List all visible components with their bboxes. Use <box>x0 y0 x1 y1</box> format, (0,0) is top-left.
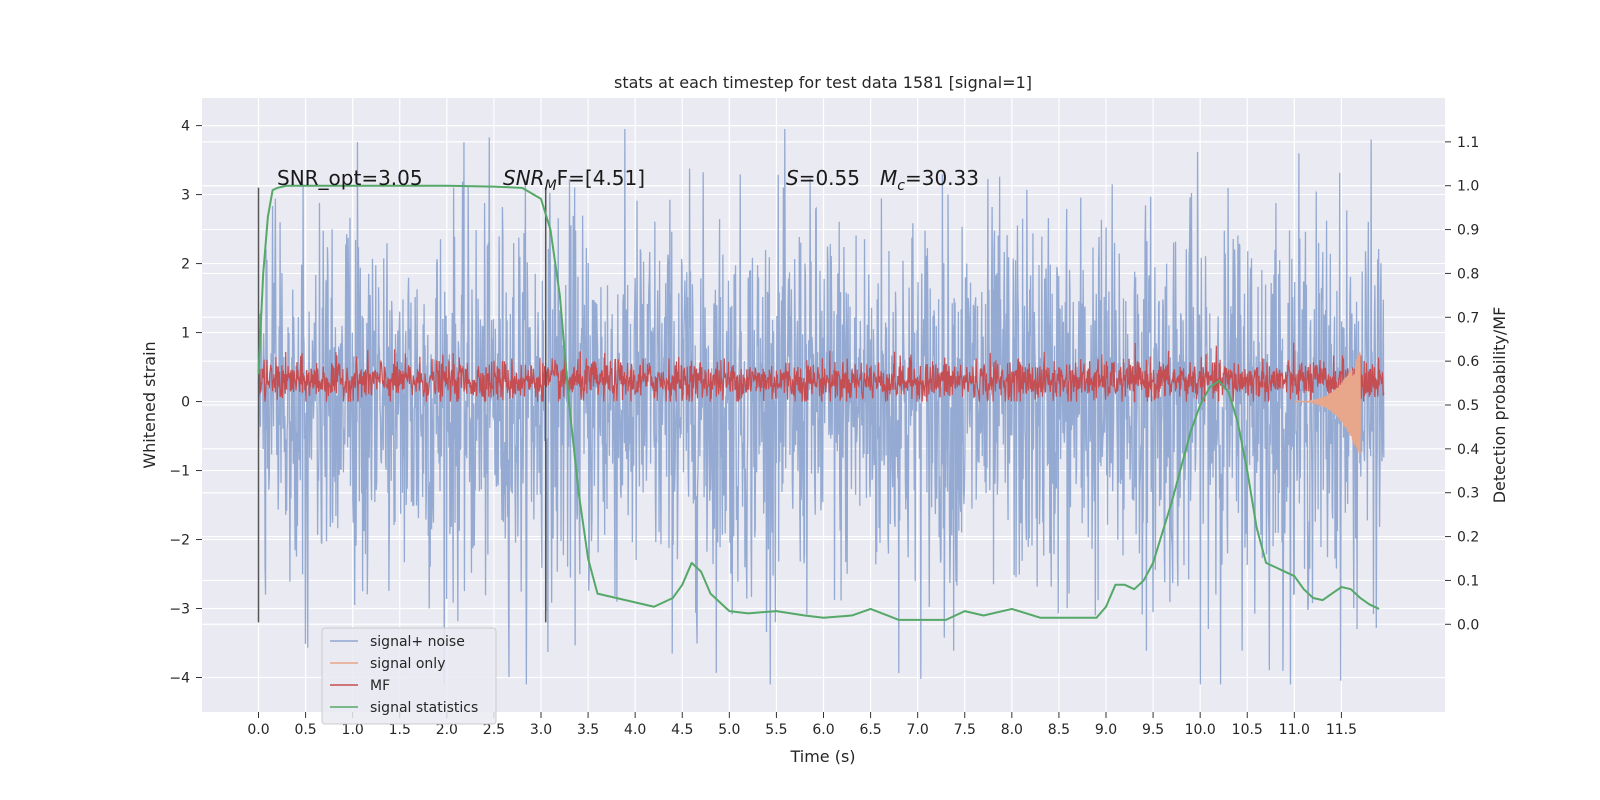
annotation-snr-mf-suffix: F=[4.51] <box>557 166 645 190</box>
y-left-axis-ticks: −4 −3 −2 −1 0 1 2 3 4 <box>169 119 202 687</box>
series-signal-statistics <box>257 184 1380 621</box>
yr-tick-label-11: 1.1 <box>1457 135 1479 151</box>
annotation-mc-prefix: M <box>880 166 897 190</box>
legend-label-signal-only: signal only <box>370 656 445 672</box>
x-tick-label-18: 9.0 <box>1095 722 1117 738</box>
x-tick-label-0: 0.0 <box>247 722 269 738</box>
x-tick-label-8: 4.0 <box>624 722 646 738</box>
legend-label-mf: MF <box>370 678 390 694</box>
x-tick-label-15: 7.5 <box>954 722 976 738</box>
series-signal-only <box>1294 352 1361 454</box>
x-tick-label-14: 7.0 <box>907 722 929 738</box>
x-tick-label-3: 1.5 <box>389 722 411 738</box>
yl-tick-label-6: 2 <box>181 257 190 273</box>
series-signal-noise <box>257 129 1385 685</box>
x-tick-label-7: 3.5 <box>577 722 599 738</box>
yl-tick-label-2: −2 <box>169 533 190 549</box>
annotation-s-value: =0.55 <box>799 166 860 190</box>
annotation-mc-sub: c <box>897 178 905 194</box>
annotation-mc: Mc=30.33 <box>880 166 979 194</box>
annotation-s-prefix: S <box>786 166 799 190</box>
x-tick-label-21: 10.5 <box>1232 722 1263 738</box>
x-tick-label-20: 10.0 <box>1185 722 1216 738</box>
series-mf <box>257 342 1385 403</box>
legend-box <box>321 627 497 725</box>
chart-title: stats at each timestep for test data 158… <box>614 73 1032 92</box>
x-tick-label-12: 6.0 <box>812 722 834 738</box>
vertical-markers <box>257 187 547 623</box>
yr-tick-label-9: 0.9 <box>1457 223 1479 239</box>
annotation-snr-opt: SNR_opt=3.05 <box>277 166 423 190</box>
yr-tick-label-8: 0.8 <box>1457 266 1479 282</box>
x-tick-label-22: 11.0 <box>1279 722 1310 738</box>
line-signal-noise <box>257 129 1385 685</box>
annotation-snr-mf: SNRMF=[4.51] <box>503 166 645 194</box>
y-right-axis-label: Detection probability/MF <box>1490 307 1509 504</box>
yl-tick-label-7: 3 <box>181 188 190 204</box>
yr-tick-label-5: 0.5 <box>1457 398 1479 414</box>
yl-tick-label-8: 4 <box>181 119 190 135</box>
yr-tick-label-4: 0.4 <box>1457 442 1479 458</box>
x-tick-label-5: 2.5 <box>483 722 505 738</box>
x-tick-label-9: 4.5 <box>671 722 693 738</box>
x-tick-label-4: 2.0 <box>436 722 458 738</box>
yr-tick-label-1: 0.1 <box>1457 573 1479 589</box>
line-mf <box>257 342 1385 403</box>
x-axis-ticks: 0.0 0.5 1.0 1.5 2.0 2.5 3.0 3.5 4.0 4.5 5.0 5.5 6.0 6… <box>247 712 1357 738</box>
x-tick-label-17: 8.5 <box>1048 722 1070 738</box>
annotation-s: S=0.55 <box>786 166 860 190</box>
yl-tick-label-4: 0 <box>181 395 190 411</box>
x-tick-label-1: 0.5 <box>294 722 316 738</box>
line-signal-only <box>1294 352 1361 454</box>
legend-label-signal-statistics: signal statistics <box>370 700 478 716</box>
x-tick-label-6: 3.0 <box>530 722 552 738</box>
yr-tick-label-3: 0.3 <box>1457 486 1479 502</box>
x-tick-label-16: 8.0 <box>1001 722 1023 738</box>
annotation-mc-value: =30.33 <box>905 166 979 190</box>
yr-tick-label-6: 0.6 <box>1457 354 1479 370</box>
x-tick-label-10: 5.0 <box>718 722 740 738</box>
yr-tick-label-10: 1.0 <box>1457 179 1479 195</box>
legend: signal+ noise signal only MF signal stat… <box>321 627 497 725</box>
x-axis-label: Time (s) <box>789 747 855 766</box>
x-tick-label-2: 1.0 <box>342 722 364 738</box>
line-signal-statistics <box>257 184 1380 621</box>
x-tick-label-19: 9.5 <box>1142 722 1164 738</box>
yr-tick-label-2: 0.2 <box>1457 530 1479 546</box>
yl-tick-label-1: −3 <box>169 602 190 618</box>
legend-label-signal-noise: signal+ noise <box>370 634 465 650</box>
y-left-axis-label: Whitened strain <box>140 341 159 468</box>
annotation-snr-mf-prefix: SNR <box>503 166 545 190</box>
x-tick-label-13: 6.5 <box>859 722 881 738</box>
annotation-snr-mf-sub: M <box>545 178 557 194</box>
yr-tick-label-0: 0.0 <box>1457 617 1479 633</box>
yl-tick-label-5: 1 <box>181 326 190 342</box>
yl-tick-label-3: −1 <box>169 464 190 480</box>
x-tick-label-11: 5.5 <box>765 722 787 738</box>
yl-tick-label-0: −4 <box>169 671 190 687</box>
y-right-axis-ticks: 0.0 0.1 0.2 0.3 0.4 0.5 0.6 0.7 0.8 0.9 1.0 1.1 <box>1445 135 1479 633</box>
yr-tick-label-7: 0.7 <box>1457 310 1479 326</box>
x-tick-label-23: 11.5 <box>1326 722 1357 738</box>
